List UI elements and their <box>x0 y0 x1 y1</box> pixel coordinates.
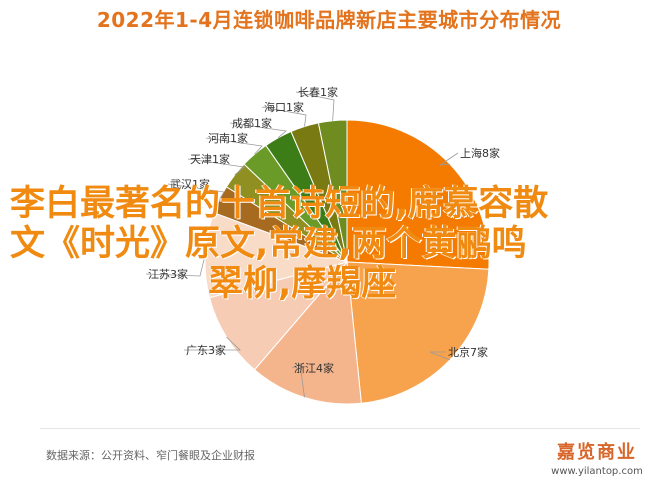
footer-divider <box>40 428 640 429</box>
slice-label-2: 北京7家 <box>448 345 488 359</box>
brand-url: www.yilantop.com <box>551 466 643 477</box>
slice-label-4: 广东3家 <box>186 343 226 357</box>
leader-line-10 <box>261 106 307 127</box>
data-source: 数据来源：公开资料、窄门餐眼及企业财报 <box>46 449 255 462</box>
pie-slice-5 <box>204 212 349 299</box>
leader-line-2 <box>429 351 451 361</box>
leader-line-9 <box>229 122 287 139</box>
slice-label-11: 长春1家 <box>298 85 338 99</box>
leader-line-3 <box>291 363 305 398</box>
slice-label-6: 武汉1家 <box>170 177 210 191</box>
pie-slice-1 <box>346 119 490 270</box>
slice-label-1: 上海8家 <box>460 146 500 160</box>
slice-label-10: 海口1家 <box>264 100 304 114</box>
leader-line-5 <box>145 254 206 277</box>
pie-slice-11 <box>317 119 348 263</box>
overlay-line-3: 翠柳,摩羯座 <box>208 264 397 304</box>
leader-line-7 <box>187 158 245 176</box>
leader-line-1 <box>439 152 459 166</box>
leader-line-11 <box>295 91 335 121</box>
brand-logo: 嘉览商业 www.yilantop.com <box>542 438 652 477</box>
slice-label-3: 浙江4家 <box>294 361 334 375</box>
slice-label-8: 河南1家 <box>208 131 248 145</box>
slice-label-9: 成都1家 <box>232 116 272 130</box>
chart-title: 2022年1-4月连锁咖啡品牌新店主要城市分布情况 <box>96 8 562 32</box>
leader-line-6 <box>167 183 225 200</box>
slice-label-7: 天津1家 <box>190 152 230 166</box>
leader-line-8 <box>205 137 263 155</box>
overlay-text: 李白最著名的十首诗短的,席慕容散 文《时光》原文,常建,两个黄鹂鸣 翠柳,摩羯座 <box>10 184 650 304</box>
slice-label-5: 江苏3家 <box>148 267 188 281</box>
brand-name: 嘉览商业 <box>557 442 637 463</box>
leader-line-4 <box>184 336 241 351</box>
overlay-line-1: 李白最著名的十首诗短的,席慕容散 <box>10 184 549 224</box>
overlay-line-2: 文《时光》原文,常建,两个黄鹂鸣 <box>10 224 527 264</box>
